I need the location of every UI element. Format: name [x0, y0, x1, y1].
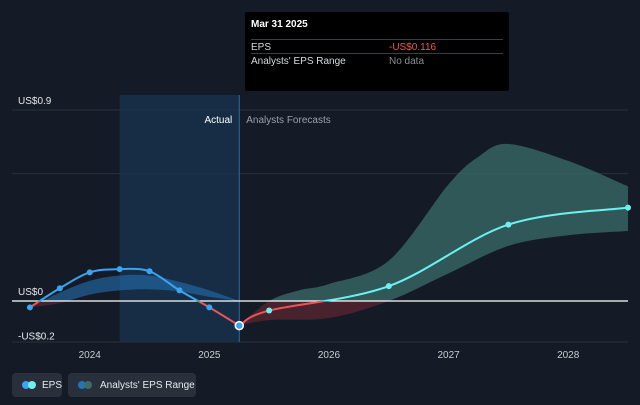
- eps-point-actual-4[interactable]: [146, 268, 153, 275]
- legend-item-eps[interactable]: EPS: [12, 373, 62, 397]
- eps-point-actual-2[interactable]: [86, 269, 93, 276]
- forecast-label: Analysts Forecasts: [246, 115, 330, 126]
- eps-point-forecast-3[interactable]: [505, 221, 512, 228]
- eps-point-forecast-2[interactable]: [385, 283, 392, 290]
- highlight-layer: [119, 95, 240, 342]
- tooltip-range-label: Analysts' EPS Range: [251, 56, 346, 67]
- legend-eps-dot-actual: [22, 381, 30, 389]
- point-layer[interactable]: [26, 204, 631, 331]
- tooltip-date: Mar 31 2025: [251, 19, 308, 30]
- legend-item-range[interactable]: Analysts' EPS Range: [68, 373, 196, 397]
- legend-eps-dots: [22, 381, 36, 389]
- tooltip-eps-label: EPS: [251, 42, 272, 53]
- x-tick-2028: 2028: [557, 350, 580, 361]
- past-year-highlight: [119, 95, 240, 342]
- tooltip-row-eps: EPS -US$0.116: [251, 39, 503, 54]
- tooltip-range-value: No data: [389, 56, 425, 67]
- eps-point-forecast-4[interactable]: [625, 204, 631, 211]
- x-tick-2024: 2024: [79, 350, 102, 361]
- tooltip-row-range: Analysts' EPS Range No data: [251, 53, 503, 68]
- x-tick-2027: 2027: [437, 350, 460, 361]
- x-tick-2026: 2026: [318, 350, 341, 361]
- actual-label: Actual: [204, 115, 232, 126]
- eps-point-actual-0[interactable]: [26, 304, 33, 311]
- legend-eps-label: EPS: [41, 379, 62, 391]
- tooltip-eps-value: -US$0.116: [389, 42, 437, 53]
- actual-range-band: [42, 274, 240, 301]
- x-tick-2025: 2025: [198, 350, 221, 361]
- eps-point-actual-1[interactable]: [56, 285, 63, 292]
- band-layer: [29, 143, 628, 326]
- eps-point-forecast-1[interactable]: [266, 307, 273, 314]
- legend-range-dots: [78, 381, 94, 389]
- forecast-range-band-negative: [239, 301, 389, 326]
- actual-range-band-negative: [29, 301, 240, 308]
- legend-range-dot-actual: [78, 381, 86, 389]
- y-label-0: US$0.9: [18, 96, 52, 107]
- legend-eps-dot-forecast: [28, 381, 36, 389]
- label-layer: US$0.9 US$0 -US$0.2 2024 2025 2026 2027 2028 Act…: [18, 96, 580, 361]
- eps-point-actual-3[interactable]: [116, 266, 123, 273]
- eps-line-forecast: [318, 206, 629, 301]
- eps-point-actual-5[interactable]: [176, 287, 183, 294]
- forecast-range-band: [269, 143, 628, 301]
- y-label-1: US$0: [18, 287, 43, 298]
- eps-point-actual-6[interactable]: [206, 304, 213, 311]
- y-label-2: -US$0.2: [18, 331, 55, 342]
- tooltip: Mar 31 2025 EPS -US$0.116 Analysts' EPS …: [245, 12, 509, 91]
- legend-range-label: Analysts' EPS Range: [100, 379, 195, 391]
- legend-range-dot-forecast: [84, 381, 92, 389]
- eps-point-actual-7[interactable]: [234, 320, 245, 331]
